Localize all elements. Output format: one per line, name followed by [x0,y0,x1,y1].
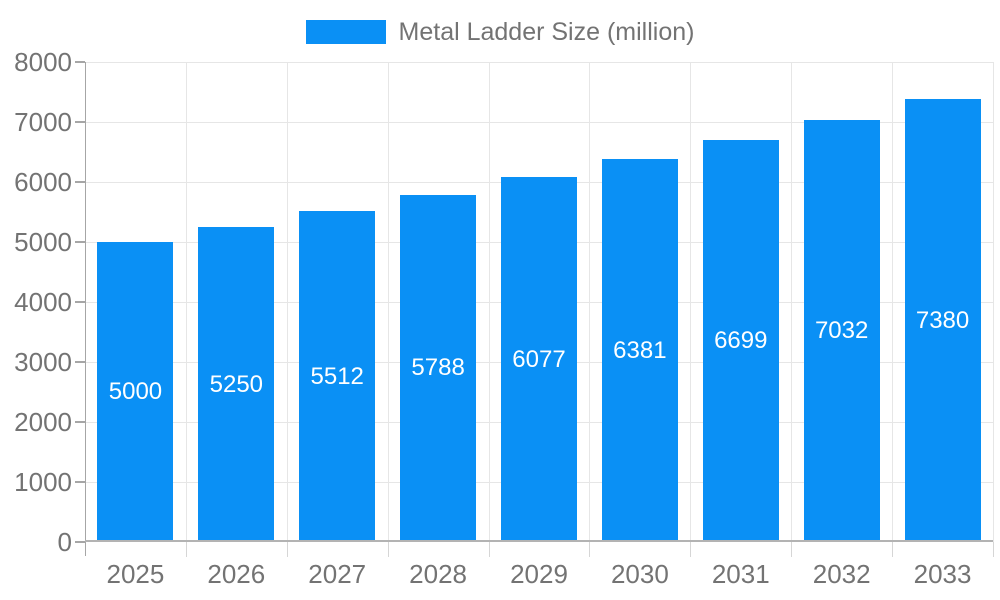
y-axis-tick [75,241,85,243]
bar-category: 5250 [186,227,287,542]
y-axis-tick-label: 0 [57,527,72,557]
bar-category: 7032 [791,120,892,542]
x-axis-line [85,540,993,542]
bar-value-label: 7380 [915,306,970,334]
legend-swatch-icon [305,20,386,44]
y-axis-tick [75,421,85,423]
y-axis-tick [75,481,85,483]
y-axis-tick-label: 4000 [14,287,72,317]
bar-value-label: 5000 [108,378,163,405]
bar: 5000 [97,242,174,542]
x-axis-tick [185,542,187,557]
gridline-vertical [690,62,692,542]
bar-value-label: 6381 [613,336,667,364]
bar-value-label: 5512 [310,362,364,390]
y-axis-tick [75,181,85,183]
x-axis-tick-label: 2031 [711,559,770,589]
bar-value-label: 7032 [814,317,869,345]
bar-category: 6077 [489,177,590,542]
bar-category: 6699 [690,140,791,542]
x-axis-tick-label: 2029 [510,559,568,589]
y-axis-tick-label: 2000 [14,407,72,437]
x-axis-tick [286,542,288,557]
x-axis-tick-label: 2027 [308,559,367,589]
plot-area: 5000 5250 5512 5788 6077 6381 6699 7032 7380 [75,61,994,557]
bar: 5512 [299,211,376,542]
bar-category: 5000 [85,242,186,542]
y-axis-tick-label: 3000 [14,347,72,377]
bar-value-label: 5250 [209,370,264,398]
bar-category: 5512 [287,211,388,542]
y-axis-tick-label: 5000 [14,227,72,257]
bar: 7380 [904,99,981,542]
x-axis-tick-label: 2025 [106,559,165,589]
x-axis-tick [892,542,894,557]
x-axis-tick [690,542,692,557]
legend-label: Metal Ladder Size (million) [398,18,695,46]
bar: 7032 [803,120,880,542]
gridline-vertical [892,62,894,542]
bar-value-label: 5788 [411,354,465,382]
y-axis-tick-label: 7000 [14,107,72,137]
x-axis-labels: 2025 2026 2027 2028 2029 2030 2031 2032 2033 [85,558,993,592]
y-axis-tick-label: 8000 [14,47,72,77]
bar: 6077 [500,177,577,542]
x-axis-tick [488,542,490,557]
y-axis-tick-label: 1000 [14,467,72,497]
bar: 6699 [702,140,779,542]
x-axis-tick-label: 2033 [913,559,972,589]
y-axis-labels: 0 1000 2000 3000 4000 5000 6000 7000 8000 [0,47,72,557]
y-axis-tick [75,301,85,303]
y-axis-tick [75,361,85,363]
y-axis-tick [75,541,85,543]
x-axis-tick-label: 2032 [812,559,871,589]
gridline-vertical [993,62,994,542]
gridline-vertical [387,62,389,542]
y-axis-tick [75,121,85,123]
x-axis-tick [791,542,793,557]
bar: 6381 [601,159,678,542]
gridline-vertical [488,62,490,542]
bar: 5250 [198,227,275,542]
bar-value-label: 6699 [714,327,768,355]
bar-category: 6381 [589,159,690,542]
x-axis-tick-label: 2030 [610,559,669,589]
gridline-horizontal [85,122,993,123]
y-axis-tick [75,61,85,63]
x-axis-tick [589,542,591,557]
gridline-vertical [286,62,288,542]
x-axis-tick-label: 2026 [207,559,266,589]
y-axis-line [85,62,86,556]
bar-value-label: 6077 [512,345,566,373]
bar-category: 7380 [892,99,993,542]
bar: 5788 [400,194,477,542]
gridline-vertical [791,62,793,542]
bar-category: 5788 [388,194,489,542]
gridline-vertical [185,62,187,542]
gridline-vertical [589,62,591,542]
x-axis-tick-label: 2028 [409,559,468,589]
legend-item[interactable]: Metal Ladder Size (million) [0,18,1000,46]
x-axis-tick [387,542,389,557]
gridline-horizontal [85,62,993,63]
y-axis-tick-label: 6000 [14,167,72,197]
x-axis-tick [993,542,994,557]
